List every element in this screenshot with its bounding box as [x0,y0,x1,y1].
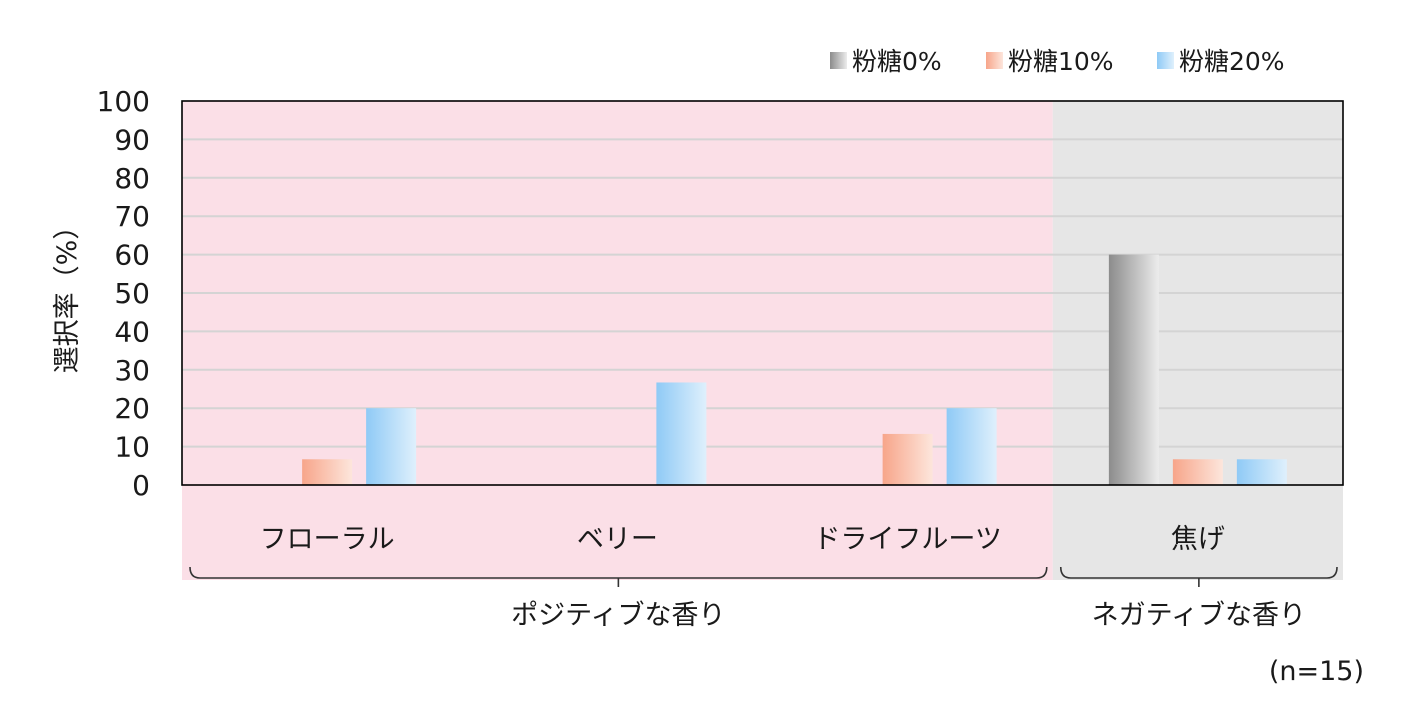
bar-粉糖0%-焦げ [1108,254,1159,485]
group-backgrounds [182,101,1343,580]
group-label: ネガティブな香り [1092,600,1306,631]
bar-粉糖10%-フローラル [302,459,353,485]
y-axis-label: 選択率（%） [52,213,83,374]
y-tick-label: 80 [114,162,150,195]
y-tick-labels: 0 10 20 30 40 50 60 70 80 90 100 [97,85,150,502]
y-tick-label: 40 [114,315,150,348]
group-bracket [189,566,1048,587]
legend-swatch [830,52,847,69]
category-label: 焦げ [1171,524,1225,555]
plot-frame [181,100,1344,486]
legend-label: 粉糖10% [1008,47,1114,76]
bar-粉糖20%-焦げ [1236,459,1287,485]
bar-粉糖10%-焦げ [1172,459,1223,485]
y-tick-label: 10 [114,431,150,464]
group-bracket [1059,566,1338,587]
y-tick-label: 100 [97,85,150,118]
group-label: ポジティブな香り [511,600,725,631]
y-tick-label: 20 [114,392,150,425]
bar-粉糖10%-ドライフルーツ [882,433,933,485]
y-tick-label: 70 [114,200,150,233]
bars [302,254,1287,485]
category-label: ドライフルーツ [813,524,1001,555]
legend: 粉糖0% 粉糖10% 粉糖20% [830,47,1285,76]
group-background-1 [1052,101,1343,580]
legend-swatch [986,52,1003,69]
category-label: ベリー [577,524,658,555]
bar-粉糖20%-ドライフルーツ [946,408,997,485]
y-tick-label: 30 [114,354,150,387]
bar-粉糖20%-フローラル [366,408,417,485]
category-labels: フローラル ベリー ドライフルーツ 焦げ [260,524,1225,555]
y-tick-label: 90 [114,123,150,156]
y-tick-label: 60 [114,239,150,272]
y-tick-label: 50 [114,277,150,310]
legend-swatch [1157,52,1174,69]
category-label: フローラル [260,524,395,555]
sample-size-note: (n=15) [1269,656,1364,687]
group-background-0 [182,101,1053,580]
y-tick-label: 0 [132,469,150,502]
legend-label: 粉糖20% [1179,47,1285,76]
legend-label: 粉糖0% [852,47,942,76]
group-labels: ポジティブな香り ネガティブな香り [189,566,1338,631]
bar-粉糖20%-ベリー [656,382,707,485]
